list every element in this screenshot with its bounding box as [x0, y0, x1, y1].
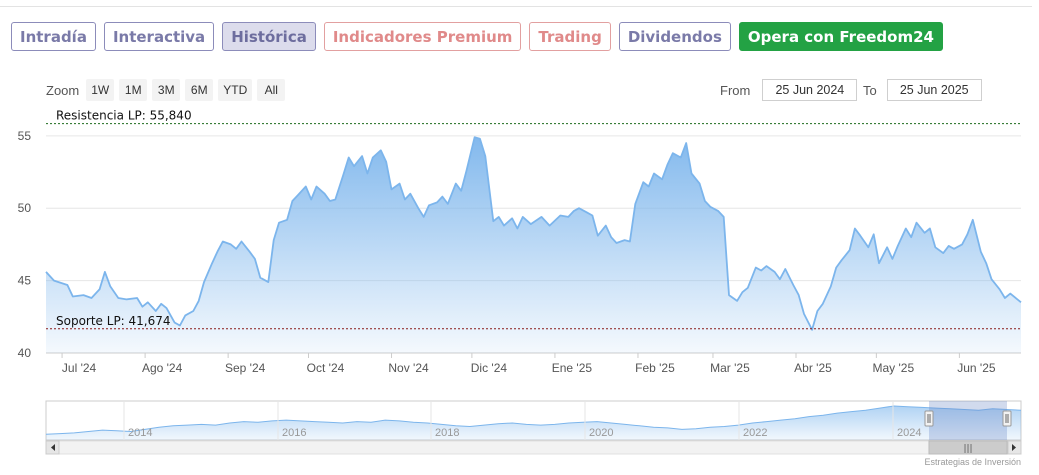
from-date-input[interactable]: 25 Jun 2024 — [762, 79, 858, 101]
tab-opera-con-freedom24[interactable]: Opera con Freedom24 — [738, 22, 943, 51]
x-tick-label: Ago '24 — [142, 361, 183, 375]
navigator-year-label: 2024 — [897, 427, 921, 439]
x-tick-label: Oct '24 — [307, 361, 345, 375]
navigator-year-label: 2018 — [435, 427, 459, 439]
arrow-left-icon — [51, 444, 55, 451]
zoom-label: Zoom — [46, 82, 80, 98]
plot-line-label-support: Soporte LP: 41,674 — [56, 314, 171, 328]
scrollbar-grip-icon: ||| — [963, 444, 972, 454]
x-tick-label: Jul '24 — [62, 361, 97, 375]
range-from: From 25 Jun 2024 — [720, 78, 858, 102]
scrollbar-track[interactable] — [45, 440, 1022, 455]
price-area — [46, 137, 1021, 353]
to-date-input[interactable]: 25 Jun 2025 — [886, 79, 982, 101]
x-tick-label: Mar '25 — [710, 361, 750, 375]
x-tick-label: Sep '24 — [225, 361, 266, 375]
navigator-area — [46, 406, 1021, 440]
to-label: To — [863, 82, 877, 98]
tab-dividendos[interactable]: Dividendos — [618, 22, 731, 51]
y-tick-label: 40 — [18, 346, 32, 360]
zoom-button-3m[interactable]: 3M — [152, 79, 181, 101]
range-to: To 25 Jun 2025 — [863, 78, 982, 102]
x-tick-label: Dic '24 — [471, 361, 508, 375]
zoom-button-ytd[interactable]: YTD — [218, 79, 253, 101]
tab-intradía[interactable]: Intradía — [11, 22, 96, 51]
y-tick-label: 45 — [18, 274, 32, 288]
zoom-button-6m[interactable]: 6M — [185, 79, 214, 101]
zoom-selector: Zoom 1W 1M 3M 6M YTD All — [46, 79, 286, 101]
tab-trading[interactable]: Trading — [529, 22, 611, 51]
x-tick-label: Jun '25 — [957, 361, 996, 375]
y-tick-label: 55 — [18, 129, 32, 143]
scrollbar-thumb[interactable] — [928, 440, 1008, 455]
x-tick-label: Ene '25 — [552, 361, 593, 375]
zoom-button-1m[interactable]: 1M — [119, 79, 148, 101]
chart-credit[interactable]: Estrategias de Inversión — [924, 457, 1021, 467]
x-tick-label: May '25 — [873, 361, 915, 375]
plot-lines: Resistencia LP: 55,840 Soporte LP: 41,674 — [46, 109, 1021, 330]
y-axis: 40 45 50 55 — [18, 129, 32, 360]
navigator-selection[interactable] — [929, 401, 1007, 440]
navigator-handle-right[interactable] — [1002, 410, 1012, 427]
tab-interactiva[interactable]: Interactiva — [103, 22, 215, 51]
zoom-button-all[interactable]: All — [257, 79, 286, 101]
x-tick-label: Nov '24 — [388, 361, 429, 375]
plot-line-label-resistance: Resistencia LP: 55,840 — [56, 109, 192, 123]
x-axis: Jul '24 Ago '24 Sep '24 Oct '24 Nov '24 Dic '… — [61, 353, 996, 375]
credits: Estrategias de Inversión — [924, 457, 1021, 467]
from-label: From — [720, 82, 751, 98]
tab-indicadores-premium[interactable]: Indicadores Premium — [323, 22, 522, 51]
x-tick-label: Abr '25 — [794, 361, 832, 375]
price-line — [45, 136, 1022, 331]
chart-tabs: Intradía Interactiva Histórica Indicadores … — [11, 22, 943, 51]
navigator-year-label: 2014 — [128, 427, 152, 439]
tab-histórica[interactable]: Histórica — [222, 22, 316, 51]
arrow-right-icon — [1012, 444, 1016, 451]
x-tick-label: Feb '25 — [635, 361, 675, 375]
navigator-year-label: 2016 — [282, 427, 306, 439]
y-tick-label: 50 — [18, 201, 32, 215]
navigator-year-label: 2022 — [743, 427, 767, 439]
navigator-line — [45, 405, 1022, 435]
navigator-year-label: 2020 — [589, 427, 613, 439]
navigator-handle-left[interactable] — [924, 410, 934, 427]
navigator[interactable]: 2014 2016 2018 2020 2022 2024 ||| — [45, 400, 1022, 455]
zoom-button-1w[interactable]: 1W — [86, 79, 115, 101]
top-divider — [0, 6, 1032, 7]
price-series — [45, 136, 1022, 353]
